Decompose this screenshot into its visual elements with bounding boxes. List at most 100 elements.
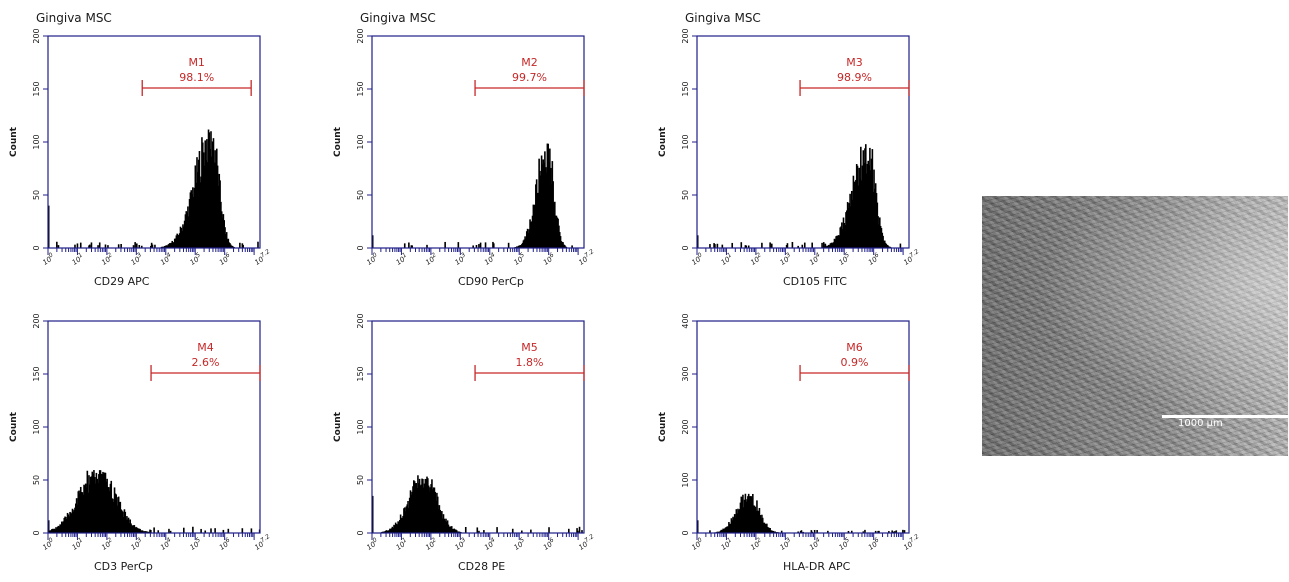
histogram-bar (107, 245, 109, 248)
histogram-bar (827, 530, 829, 533)
y-tick-label: 100 (681, 134, 690, 149)
histogram-bar (79, 486, 82, 533)
histogram-bar (75, 498, 78, 533)
histogram-bar (436, 496, 439, 533)
histogram-bar (761, 517, 764, 533)
histogram-bar (192, 197, 195, 248)
histogram-bar (831, 242, 833, 248)
histogram-bar (837, 235, 840, 248)
histogram-bar (183, 220, 186, 248)
histogram-bar (150, 245, 152, 248)
x-tick-label: 101 (70, 251, 86, 267)
histogram-bar (845, 212, 847, 248)
histogram-bar (826, 245, 828, 248)
histogram-bar (414, 483, 417, 533)
histogram-bar (760, 518, 762, 533)
histogram-bar (746, 499, 748, 533)
histogram-bar (444, 241, 446, 248)
histogram-bar (568, 528, 570, 533)
histogram-bar (194, 165, 197, 248)
histogram-bar (756, 500, 758, 533)
histogram-bar (436, 492, 438, 533)
histogram-bar (184, 214, 187, 248)
histogram-bar (855, 179, 857, 248)
x-tick-label: 102 (99, 536, 115, 552)
histogram-bar (97, 482, 99, 533)
histogram-bar (768, 527, 771, 533)
histogram-bar (104, 244, 107, 248)
histogram-bar (60, 524, 62, 533)
histogram-bar (549, 148, 551, 248)
histogram-bar (455, 529, 457, 533)
histogram-bar (559, 236, 562, 248)
histogram-bar (750, 496, 752, 533)
y-axis-label: Count (333, 126, 343, 157)
histogram-bar (117, 244, 120, 248)
histogram-bar (761, 242, 763, 248)
histogram-bar (408, 242, 410, 248)
histogram-bar (145, 531, 147, 533)
x-tick-label: 107.2 (901, 248, 922, 267)
histogram-bar (241, 243, 244, 248)
histogram-bar (771, 531, 774, 533)
histogram-bar (492, 241, 494, 248)
histogram-bar (136, 243, 138, 248)
histogram-bar (557, 218, 559, 248)
histogram-bar (229, 244, 232, 248)
histogram-bar (865, 173, 868, 248)
histogram-bar (859, 178, 861, 248)
histogram-bar (797, 531, 799, 533)
x-tick-label: 101 (394, 536, 410, 552)
x-tick-label: 103 (777, 536, 793, 552)
histogram-bar (443, 518, 446, 533)
histogram-bar (445, 521, 448, 533)
histogram-bar (417, 475, 419, 533)
x-tick-label: 101 (719, 251, 735, 267)
histogram-bar (758, 507, 761, 533)
histogram-bar (878, 217, 881, 248)
histogram-bar (877, 216, 879, 248)
histogram-bar (48, 520, 50, 533)
histogram-bar (242, 244, 244, 248)
histogram-bar (60, 521, 63, 533)
y-tick-label: 200 (356, 313, 365, 328)
y-tick-label: 0 (32, 530, 41, 535)
x-tick-label: 105 (836, 536, 852, 552)
histogram-bar (535, 184, 537, 248)
histogram-bar (528, 229, 531, 248)
plot-frame (371, 320, 585, 534)
plot-frame (47, 35, 261, 249)
histogram-bar (759, 515, 762, 533)
histogram-bar (479, 242, 482, 248)
histogram-bar (548, 527, 550, 533)
histogram-bar (516, 246, 518, 248)
histogram-bar (829, 243, 832, 248)
histogram-bar (226, 239, 229, 248)
histogram-bar (523, 239, 526, 248)
histogram-bar (841, 229, 844, 248)
y-tick-label: 200 (681, 419, 690, 434)
histogram-bar (82, 494, 85, 533)
histogram-bar (741, 497, 743, 533)
histogram-bar (521, 530, 523, 533)
histogram-bar (761, 514, 763, 533)
histogram-bar (449, 526, 451, 533)
histogram-bar (50, 530, 52, 533)
histogram-bar (405, 506, 408, 533)
histogram-bar (718, 531, 720, 533)
histogram-bar (392, 528, 394, 533)
x-axis-label: CD3 PerCp (94, 560, 153, 573)
histogram-bar (887, 245, 889, 248)
histogram-bar (230, 245, 233, 248)
x-tick-label: 105 (511, 536, 527, 552)
histogram-bar (197, 159, 200, 248)
histogram-bar (70, 513, 73, 533)
histogram-bar (412, 486, 414, 533)
histogram-bar (391, 526, 394, 533)
histogram-bar (188, 199, 191, 248)
histogram-bar (103, 473, 105, 533)
histogram-bar (770, 243, 773, 248)
histogram-bar (439, 509, 441, 533)
histogram-bar (198, 151, 201, 248)
histogram-bar (227, 238, 230, 248)
